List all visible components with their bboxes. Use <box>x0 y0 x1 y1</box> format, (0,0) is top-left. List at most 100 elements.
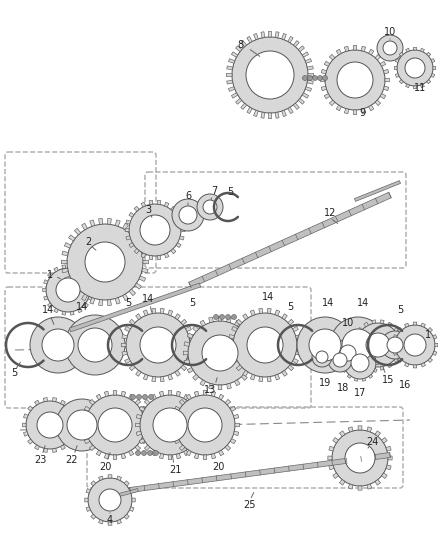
Polygon shape <box>176 391 180 397</box>
Polygon shape <box>274 310 279 316</box>
Circle shape <box>130 394 135 400</box>
Polygon shape <box>115 220 120 227</box>
Text: 23: 23 <box>34 455 46 465</box>
Polygon shape <box>226 74 232 77</box>
Polygon shape <box>353 181 399 201</box>
Circle shape <box>350 354 368 372</box>
Polygon shape <box>99 300 102 305</box>
Polygon shape <box>81 294 87 301</box>
Circle shape <box>141 450 146 456</box>
Polygon shape <box>136 431 141 435</box>
Text: 5: 5 <box>11 368 17 378</box>
Polygon shape <box>160 376 164 382</box>
Circle shape <box>56 399 108 451</box>
Polygon shape <box>195 406 200 411</box>
Text: 12: 12 <box>323 208 336 218</box>
Polygon shape <box>129 319 135 325</box>
Polygon shape <box>363 322 367 327</box>
Polygon shape <box>70 265 74 269</box>
Polygon shape <box>371 366 375 370</box>
Polygon shape <box>81 223 87 230</box>
Polygon shape <box>236 319 241 325</box>
Circle shape <box>382 41 396 55</box>
Polygon shape <box>420 84 424 88</box>
Polygon shape <box>397 351 401 356</box>
Circle shape <box>339 345 355 361</box>
Polygon shape <box>398 52 403 56</box>
Polygon shape <box>274 374 279 380</box>
Circle shape <box>26 401 74 449</box>
Polygon shape <box>113 391 117 395</box>
Polygon shape <box>122 351 127 356</box>
Polygon shape <box>98 520 103 524</box>
Polygon shape <box>157 200 161 205</box>
Polygon shape <box>434 343 437 347</box>
Polygon shape <box>357 327 361 332</box>
Polygon shape <box>124 326 130 332</box>
Polygon shape <box>86 507 90 512</box>
Circle shape <box>315 351 327 363</box>
Polygon shape <box>383 69 388 74</box>
Polygon shape <box>192 326 198 332</box>
Polygon shape <box>332 473 338 479</box>
Circle shape <box>225 314 230 319</box>
Polygon shape <box>236 365 241 371</box>
Polygon shape <box>70 311 74 315</box>
Polygon shape <box>176 213 180 217</box>
Polygon shape <box>301 52 308 57</box>
Polygon shape <box>332 438 338 443</box>
Polygon shape <box>396 358 401 362</box>
Polygon shape <box>67 439 72 444</box>
Polygon shape <box>343 46 348 52</box>
Text: 10: 10 <box>341 318 353 328</box>
Circle shape <box>140 395 200 455</box>
Polygon shape <box>361 378 365 381</box>
Polygon shape <box>78 308 82 313</box>
Circle shape <box>98 408 132 442</box>
Text: 18: 18 <box>336 383 348 393</box>
Polygon shape <box>74 289 81 296</box>
Polygon shape <box>353 45 356 50</box>
Polygon shape <box>136 414 141 419</box>
Circle shape <box>324 50 384 110</box>
Circle shape <box>343 347 375 379</box>
Text: 11: 11 <box>413 83 425 93</box>
Polygon shape <box>43 296 48 300</box>
Polygon shape <box>293 103 299 109</box>
Polygon shape <box>413 86 416 88</box>
Polygon shape <box>122 335 127 339</box>
Polygon shape <box>157 255 161 260</box>
Polygon shape <box>218 450 223 456</box>
Polygon shape <box>89 220 95 227</box>
Polygon shape <box>140 406 145 411</box>
Polygon shape <box>187 333 193 338</box>
Text: 5: 5 <box>188 298 194 308</box>
Polygon shape <box>297 46 304 52</box>
Polygon shape <box>170 423 175 427</box>
Polygon shape <box>246 107 251 114</box>
Polygon shape <box>218 394 223 400</box>
Polygon shape <box>427 327 431 332</box>
Circle shape <box>333 339 361 367</box>
Polygon shape <box>167 374 172 380</box>
Polygon shape <box>413 47 416 50</box>
Polygon shape <box>104 391 109 397</box>
Polygon shape <box>420 49 424 52</box>
Polygon shape <box>391 343 394 347</box>
Polygon shape <box>240 41 246 47</box>
Circle shape <box>37 412 63 438</box>
Polygon shape <box>190 399 195 405</box>
Polygon shape <box>392 351 396 356</box>
Polygon shape <box>287 319 293 325</box>
Polygon shape <box>96 450 101 456</box>
Polygon shape <box>267 308 271 313</box>
Polygon shape <box>218 385 222 390</box>
Circle shape <box>197 194 223 220</box>
Polygon shape <box>405 49 409 52</box>
Polygon shape <box>420 323 424 327</box>
Circle shape <box>322 76 327 80</box>
Polygon shape <box>124 481 129 486</box>
Circle shape <box>341 329 373 361</box>
Polygon shape <box>357 358 361 362</box>
Polygon shape <box>230 439 235 444</box>
